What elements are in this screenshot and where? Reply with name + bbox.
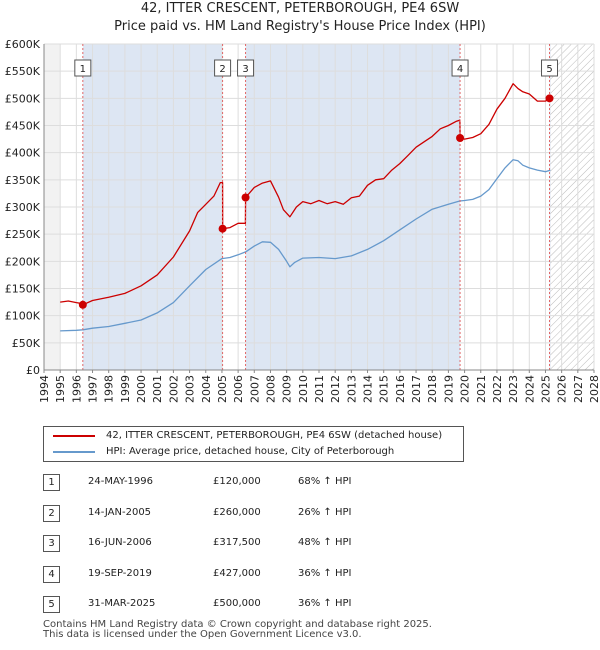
sale-hpi-change: 26% ↑ HPI [298,507,352,518]
y-tick-label: £600K [5,38,41,51]
y-tick-label: £200K [5,255,41,268]
legend-label-property: 42, ITTER CRESCENT, PETERBOROUGH, PE4 6S… [106,430,443,441]
footer-copyright: Contains HM Land Registry data © Crown c… [43,619,432,630]
x-tick-label: 2003 [184,375,197,403]
sale-price: £317,500 [213,537,261,548]
y-tick-label: £400K [5,147,41,160]
sale-point [241,193,250,202]
x-tick-label: 2017 [410,375,423,403]
x-tick-label: 2023 [507,375,520,403]
y-tick-label: £450K [5,120,41,133]
sale-marker-label: 1 [80,64,86,75]
x-tick-label: 2001 [151,375,164,403]
x-tick-label: 2009 [281,375,294,403]
x-tick-label: 1994 [38,375,51,403]
sale-date: 16-JUN-2006 [88,537,152,548]
price-chart: 1 2 3 4 5 £0 £50K £100K £150K £200K £250K £300K £35… [5,38,600,403]
sale-price: £427,000 [213,568,261,579]
x-tick-label: 2024 [523,375,536,403]
x-tick-label: 2000 [135,375,148,403]
sale-marker-box [237,59,255,77]
x-tick-label: 2019 [442,375,455,403]
property-price-line [60,83,551,306]
chart-title-address: 42, ITTER CRESCENT, PETERBOROUGH, PE4 6S… [140,1,460,16]
y-tick-label: £50K [12,337,41,350]
x-tick-label: 2016 [394,375,407,403]
sale-number-badge: 5 [43,596,60,613]
sale-date: 14-JAN-2005 [88,507,152,518]
sale-hpi-change: 68% ↑ HPI [298,476,352,487]
x-tick-label: 2004 [200,375,213,403]
sale-point [456,133,465,142]
x-tick-label: 1995 [54,375,67,403]
x-tick-label: 2021 [475,375,488,403]
sale-number-badge: 2 [43,505,60,522]
x-tick-label: 2027 [572,375,585,403]
sale-marker-label: 3 [242,64,248,75]
x-tick-label: 2007 [248,375,261,403]
x-tick-label: 2014 [362,375,375,403]
x-tick-label: 2006 [232,375,245,403]
sale-point [218,224,227,233]
sale-price: £500,000 [213,598,261,609]
x-tick-label: 2013 [345,375,358,403]
x-tick-label: 2022 [491,375,504,403]
sale-hpi-change: 36% ↑ HPI [298,568,352,579]
sale-date: 31-MAR-2025 [88,598,156,609]
y-tick-label: £150K [5,283,41,296]
sale-date: 24-MAY-1996 [88,476,154,487]
y-tick-label: £100K [5,310,41,323]
x-tick-label: 2002 [167,375,180,403]
x-tick-label: 1999 [119,375,132,403]
sale-marker-label: 4 [457,64,463,75]
sale-point [545,94,554,103]
x-tick-label: 2025 [539,375,552,403]
sale-number-badge: 4 [43,566,60,583]
x-tick-label: 1997 [87,375,100,403]
x-tick-label: 2012 [329,375,342,403]
sale-marker-box [214,59,232,77]
x-tick-label: 2015 [378,375,391,403]
sale-price: £260,000 [213,507,261,518]
sale-number-badge: 3 [43,535,60,552]
y-tick-label: £550K [5,65,41,78]
y-tick-label: £250K [5,228,41,241]
x-tick-label: 2020 [459,375,472,403]
footer-attribution: Contains HM Land Registry data © Crown c… [43,620,432,640]
footer-license: This data is licensed under the Open Gov… [43,629,362,640]
sale-marker-box [451,59,469,77]
sale-number-badge: 1 [43,474,60,491]
sale-price: £120,000 [213,476,261,487]
x-tick-label: 2010 [297,375,310,403]
sale-date: 19-SEP-2019 [88,568,152,579]
sale-marker-box [541,59,559,77]
x-tick-label: 1996 [70,375,83,403]
x-tick-label: 2018 [426,375,439,403]
x-tick-label: 2008 [264,375,277,403]
legend-label-hpi: HPI: Average price, detached house, City… [106,446,395,457]
y-tick-label: £350K [5,174,41,187]
sale-point [78,300,87,309]
sale-hpi-change: 36% ↑ HPI [298,598,352,609]
legend-swatch-property [53,435,95,437]
x-tick-label: 2026 [556,375,569,403]
y-tick-label: £0 [26,364,40,377]
legend-swatch-hpi [53,451,95,453]
chart-legend: 42, ITTER CRESCENT, PETERBOROUGH, PE4 6S… [43,426,464,462]
sale-marker-box [74,59,92,77]
sale-marker-label: 2 [219,64,225,75]
chart-subtitle: Price paid vs. HM Land Registry's House … [114,19,486,34]
x-tick-label: 2028 [588,375,600,403]
x-tick-label: 2005 [216,375,229,403]
hpi-line [60,159,551,332]
sale-marker-label: 5 [546,64,552,75]
x-tick-label: 1998 [103,375,116,403]
x-tick-label: 2011 [313,375,326,403]
y-tick-label: £500K [5,92,41,105]
sale-hpi-change: 48% ↑ HPI [298,537,352,548]
y-tick-label: £300K [5,201,41,214]
